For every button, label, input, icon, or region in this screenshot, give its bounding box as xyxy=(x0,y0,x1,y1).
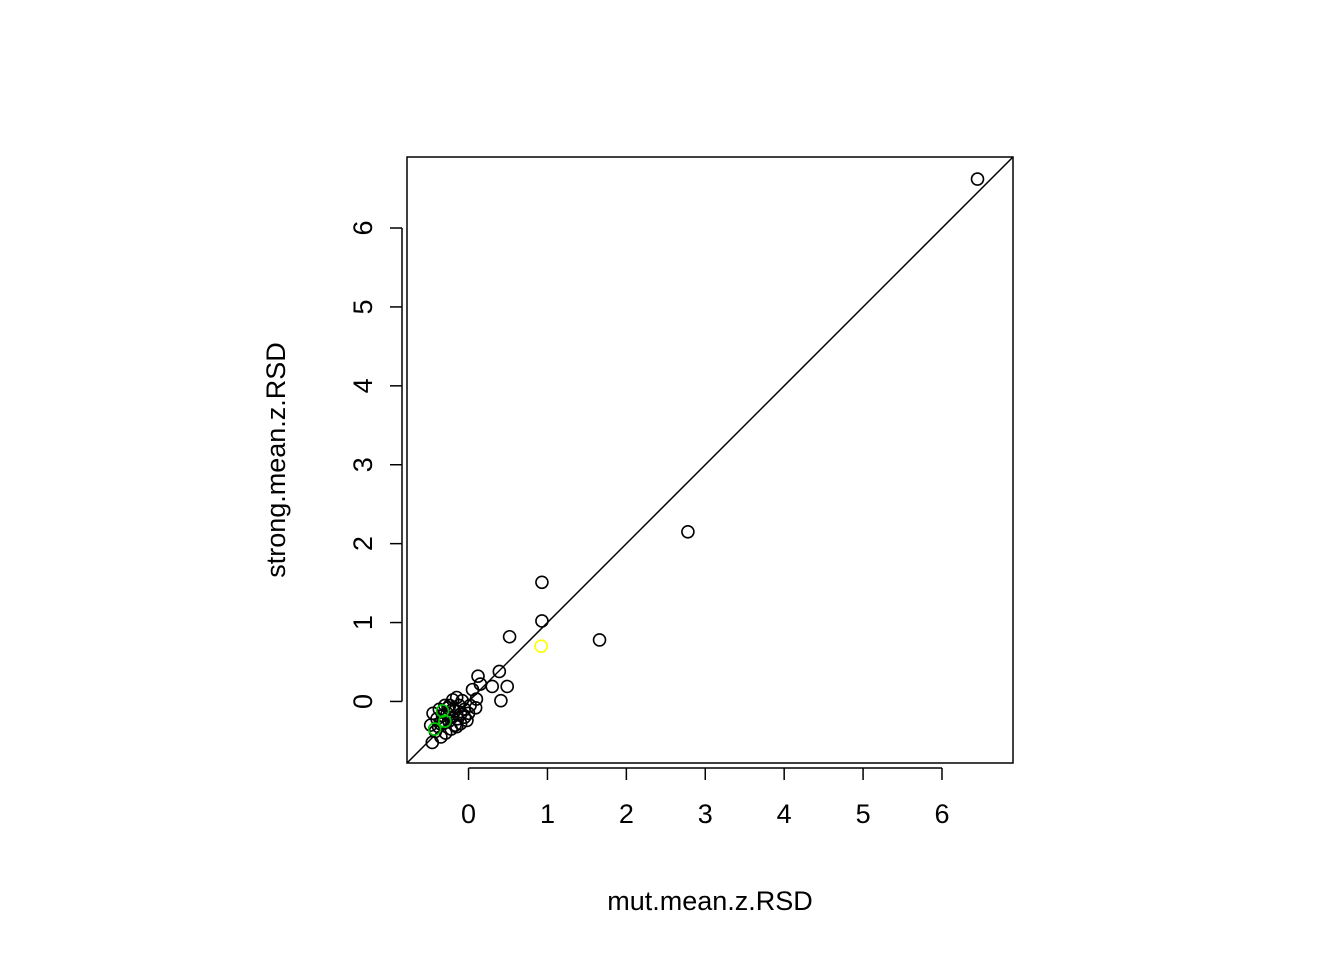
x-axis-title: mut.mean.z.RSD xyxy=(607,886,813,916)
y-tick-label: 3 xyxy=(348,457,378,472)
data-point xyxy=(534,639,548,654)
x-tick-label: 1 xyxy=(540,799,555,829)
y-tick-label: 5 xyxy=(348,299,378,314)
y-tick-label: 1 xyxy=(348,615,378,630)
plot-frame xyxy=(406,156,1014,764)
data-point xyxy=(592,633,607,647)
data-point xyxy=(970,172,985,186)
data-point xyxy=(449,719,464,734)
x-tick-label: 3 xyxy=(698,799,713,829)
y-axis: 0 1 2 3 4 5 6 xyxy=(348,221,403,709)
reference-line xyxy=(406,156,1014,764)
data-point xyxy=(461,706,476,721)
x-tick-label: 6 xyxy=(934,799,949,829)
data-point xyxy=(492,664,507,679)
data-point xyxy=(681,525,695,539)
data-point xyxy=(457,710,472,725)
data-point xyxy=(485,679,500,694)
x-axis: 0 1 2 3 4 5 6 xyxy=(461,767,950,829)
x-tick-label: 0 xyxy=(461,799,476,829)
y-axis-title: strong.mean.z.RSD xyxy=(261,342,291,578)
data-point xyxy=(427,722,442,736)
x-tick-label: 4 xyxy=(777,799,792,829)
data-point xyxy=(423,718,438,732)
data-point xyxy=(535,575,549,590)
y-tick-label: 4 xyxy=(348,378,378,393)
points-layer xyxy=(423,172,985,750)
data-point xyxy=(438,714,452,728)
data-point xyxy=(535,614,549,628)
y-tick-label: 6 xyxy=(348,221,378,236)
y-tick-label: 2 xyxy=(348,536,378,551)
reference-line-layer xyxy=(406,156,1014,764)
data-point xyxy=(465,682,480,697)
data-point xyxy=(471,669,485,684)
x-tick-label: 2 xyxy=(619,799,634,829)
data-point xyxy=(502,629,517,644)
x-tick-label: 5 xyxy=(856,799,871,829)
data-point xyxy=(500,679,515,694)
data-point xyxy=(494,693,508,708)
data-point xyxy=(435,704,450,718)
y-tick-label: 0 xyxy=(348,694,378,709)
data-point xyxy=(425,735,440,750)
